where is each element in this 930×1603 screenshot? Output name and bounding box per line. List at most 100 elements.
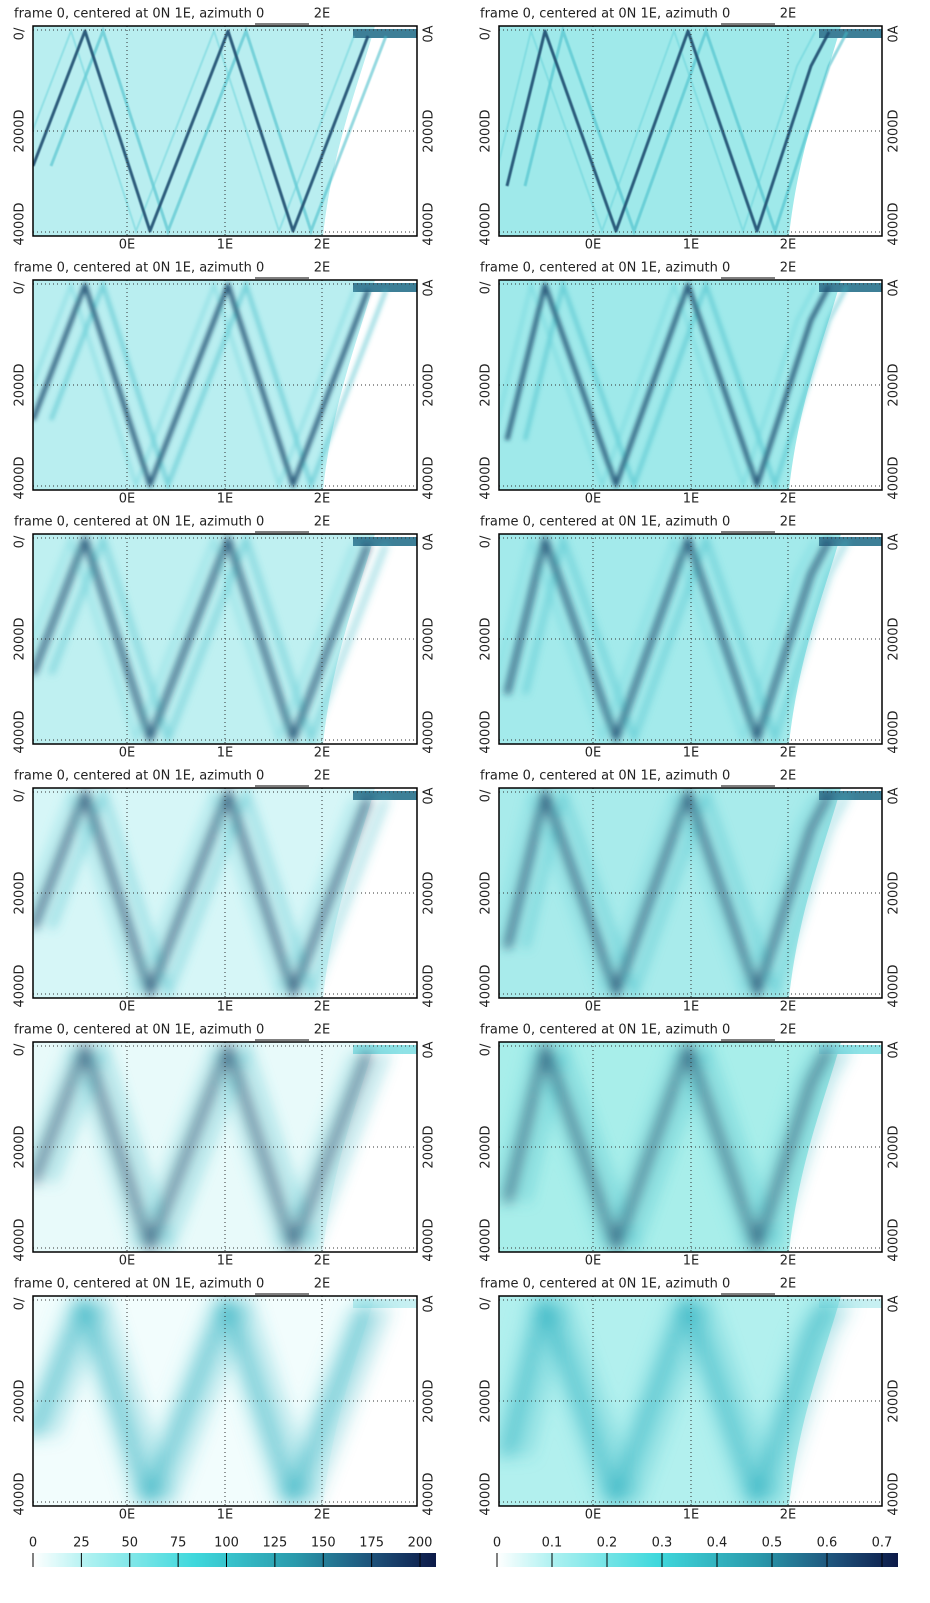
right-label: 2000D: [887, 109, 902, 152]
right-label: 0A: [887, 25, 902, 42]
right-label: 4000D: [422, 964, 437, 1007]
right-label: 2000D: [887, 871, 902, 914]
heatmap-traces: [499, 1042, 851, 1252]
colorbar-tick-label: 0: [493, 1536, 501, 1551]
trace: [504, 536, 832, 742]
trace-echo: [499, 280, 817, 490]
heatmap-band: [353, 537, 417, 546]
panel-title: frame 0, centered at 0N 1E, azimuth 0: [14, 769, 264, 784]
right-label: 2000D: [422, 617, 437, 660]
heatmap-traces: [33, 788, 389, 998]
right-label: 4000D: [887, 1218, 902, 1261]
right-label: 0A: [422, 533, 437, 550]
trace: [502, 1042, 833, 1252]
panel: frame 0, centered at 0N 1E, azimuth 0 2E 0…: [479, 1023, 902, 1269]
x-tick-label: 1E: [683, 1000, 700, 1015]
left-label: 2000D: [13, 617, 28, 660]
right-label: 4000D: [422, 710, 437, 753]
heatmap: [499, 1296, 882, 1506]
x-tick-label: 1E: [683, 238, 700, 253]
top-label: 2E: [314, 769, 331, 784]
trace: [33, 536, 371, 742]
left-label: 2000D: [13, 871, 28, 914]
panel: frame 0, centered at 0N 1E, azimuth 0 2E 0…: [13, 1277, 437, 1523]
right-label: 0A: [422, 1041, 437, 1058]
right-label: 2000D: [422, 871, 437, 914]
right-label: 0A: [422, 279, 437, 296]
colorbar-tick-label: 0.4: [707, 1536, 728, 1551]
plot-frame: [32, 1295, 418, 1507]
left-label: 2000D: [479, 871, 494, 914]
colorbar-tick-label: 25: [73, 1536, 90, 1551]
x-tick-label: 2E: [780, 1508, 797, 1523]
x-tick-label: 2E: [780, 1254, 797, 1269]
panel: frame 0, centered at 0N 1E, azimuth 0 2E 0…: [479, 7, 902, 253]
heatmap: [499, 280, 882, 490]
trace-echo: [522, 788, 850, 998]
x-tick-label: 0E: [585, 1000, 602, 1015]
colorbar-tick-label: 0: [29, 1536, 37, 1551]
colorbar-tick-label: 125: [262, 1536, 287, 1551]
x-tick-label: 2E: [780, 238, 797, 253]
left-label: 4000D: [479, 1472, 494, 1515]
heatmap-traces: [499, 788, 850, 998]
top-label: 2E: [314, 261, 331, 276]
heatmap-band: [819, 791, 882, 800]
trace: [33, 29, 370, 233]
trace: [503, 789, 833, 997]
left-label: 4000D: [479, 710, 494, 753]
colorbar-tick-label: 200: [408, 1536, 433, 1551]
trace: [502, 1296, 834, 1506]
trace-echo: [523, 26, 849, 236]
heatmap-traces: [499, 534, 850, 744]
panel-title: frame 0, centered at 0N 1E, azimuth 0: [480, 261, 730, 276]
right-label: 2000D: [422, 363, 437, 406]
panel-title: frame 0, centered at 0N 1E, azimuth 0: [14, 1023, 264, 1038]
left-label: 0/: [13, 1297, 28, 1310]
left-label: 2000D: [13, 1125, 28, 1168]
panel-title: frame 0, centered at 0N 1E, azimuth 0: [14, 515, 264, 530]
right-label: 4000D: [887, 202, 902, 245]
trace: [33, 1296, 373, 1506]
heatmap-band: [819, 1299, 882, 1308]
colorbar-tick-label: 0.1: [542, 1536, 563, 1551]
trace-echo: [47, 1296, 390, 1506]
trace: [504, 282, 831, 488]
plot-frame: [498, 533, 883, 745]
x-tick-label: 0E: [119, 1000, 136, 1015]
x-tick-label: 0E: [585, 492, 602, 507]
right-label: 2000D: [887, 1379, 902, 1422]
right-label: 2000D: [887, 363, 902, 406]
right-label: 2000D: [422, 1125, 437, 1168]
trace-echo: [49, 26, 388, 236]
plot-frame: [498, 25, 883, 237]
trace-echo: [33, 280, 356, 490]
right-label: 4000D: [887, 964, 902, 1007]
left-label: 4000D: [479, 964, 494, 1007]
panel-title: frame 0, centered at 0N 1E, azimuth 0: [14, 1277, 264, 1292]
top-label: 2E: [780, 769, 797, 784]
left-label: 4000D: [13, 710, 28, 753]
right-label: 0A: [887, 533, 902, 550]
right-label: 4000D: [422, 456, 437, 499]
panel-title: frame 0, centered at 0N 1E, azimuth 0: [480, 1023, 730, 1038]
x-tick-label: 2E: [314, 746, 331, 761]
top-label: 2E: [314, 7, 331, 22]
left-label: 2000D: [13, 1379, 28, 1422]
left-label: 4000D: [13, 964, 28, 1007]
trace-echo: [33, 1042, 357, 1252]
trace-echo: [499, 27, 816, 235]
panel: frame 0, centered at 0N 1E, azimuth 0 2E 0…: [479, 769, 902, 1015]
trace-echo: [47, 1042, 390, 1252]
heatmap-traces: [499, 280, 849, 490]
top-label: 2E: [780, 7, 797, 22]
panel: frame 0, centered at 0N 1E, azimuth 0 2E 0…: [13, 261, 437, 507]
trace: [33, 282, 371, 488]
heatmap-traces: [33, 26, 388, 236]
x-tick-label: 1E: [217, 238, 234, 253]
colorbar: [497, 1553, 898, 1567]
panel-title: frame 0, centered at 0N 1E, azimuth 0: [14, 261, 264, 276]
top-label: 2E: [780, 515, 797, 530]
right-label: 0A: [422, 787, 437, 804]
heatmap-band: [353, 791, 417, 800]
